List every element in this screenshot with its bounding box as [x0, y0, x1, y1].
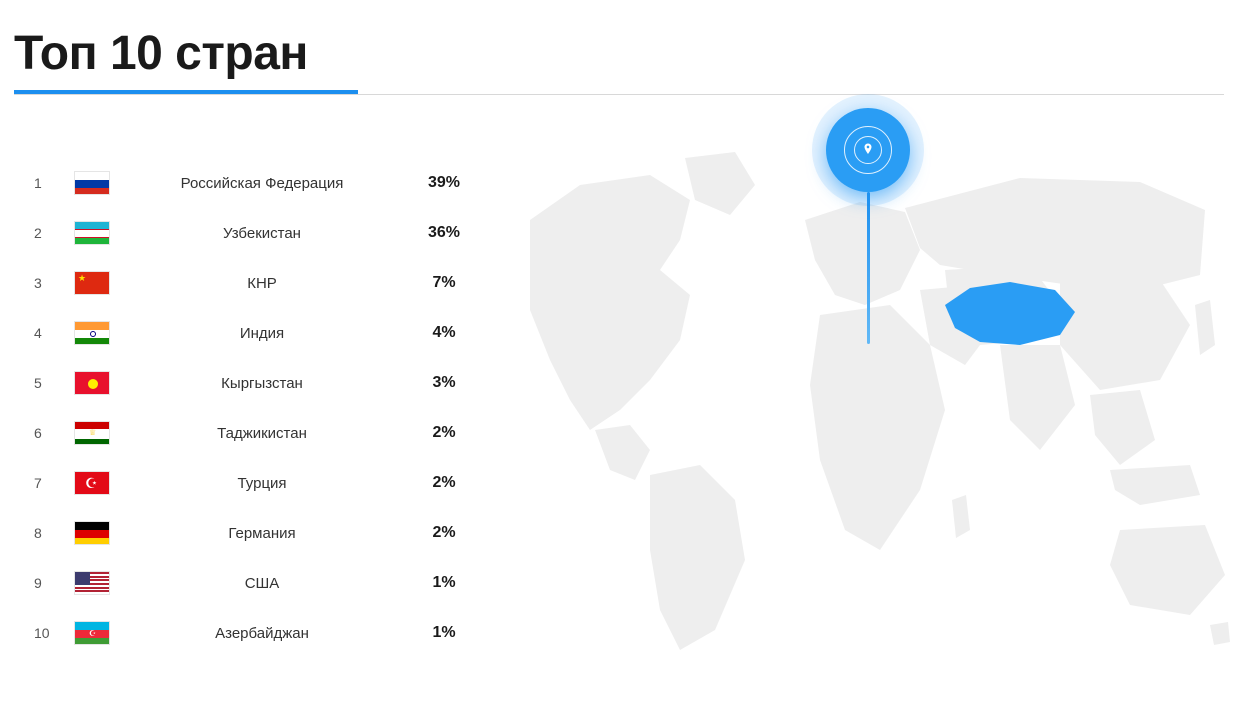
country-rank: 7	[34, 475, 62, 491]
country-row: 1 Российская Федерация39%	[34, 158, 474, 208]
flag-icon: ☪	[74, 471, 110, 495]
country-percent: 36%	[414, 224, 474, 242]
country-row: 3 ★КНР7%	[34, 258, 474, 308]
title-underline	[14, 94, 1224, 95]
country-row: 10 ☪Азербайджан1%	[34, 608, 474, 658]
country-name: Узбекистан	[110, 225, 414, 242]
country-percent: 1%	[414, 574, 474, 592]
flag-icon	[74, 371, 110, 395]
country-name: КНР	[110, 275, 414, 292]
country-percent: 1%	[414, 624, 474, 642]
country-name: Кыргызстан	[110, 375, 414, 392]
flag-icon	[74, 571, 110, 595]
country-name: США	[110, 575, 414, 592]
country-rank: 8	[34, 525, 62, 541]
map-marker	[826, 108, 910, 192]
country-rank: 2	[34, 225, 62, 241]
country-percent: 3%	[414, 374, 474, 392]
country-rank: 5	[34, 375, 62, 391]
country-percent: 7%	[414, 274, 474, 292]
country-name: Турция	[110, 475, 414, 492]
country-row: 5 Кыргызстан3%	[34, 358, 474, 408]
country-list: 1 Российская Федерация39% 2 Узбекистан36% 3 ★…	[34, 158, 474, 658]
country-row: 2 Узбекистан36%	[34, 208, 474, 258]
flag-icon	[74, 521, 110, 545]
country-percent: 2%	[414, 474, 474, 492]
flag-icon	[74, 321, 110, 345]
flag-icon: ♕	[74, 421, 110, 445]
location-icon	[861, 142, 875, 156]
country-percent: 2%	[414, 524, 474, 542]
country-rank: 4	[34, 325, 62, 341]
title-underline-accent	[14, 90, 358, 94]
country-row: 6 ♕Таджикистан2%	[34, 408, 474, 458]
country-row: 9 США1%	[34, 558, 474, 608]
country-name: Российская Федерация	[110, 175, 414, 192]
country-percent: 4%	[414, 324, 474, 342]
map-marker-stem	[867, 192, 870, 344]
country-name: Германия	[110, 525, 414, 542]
country-name: Азербайджан	[110, 625, 414, 642]
country-rank: 6	[34, 425, 62, 441]
flag-icon	[74, 221, 110, 245]
country-percent: 39%	[414, 174, 474, 192]
country-rank: 9	[34, 575, 62, 591]
country-rank: 1	[34, 175, 62, 191]
flag-icon: ☪	[74, 621, 110, 645]
flag-icon: ★	[74, 271, 110, 295]
country-rank: 10	[34, 625, 62, 641]
country-percent: 2%	[414, 424, 474, 442]
country-name: Таджикистан	[110, 425, 414, 442]
country-row: 4 Индия4%	[34, 308, 474, 358]
country-name: Индия	[110, 325, 414, 342]
country-rank: 3	[34, 275, 62, 291]
country-row: 8 Германия2%	[34, 508, 474, 558]
country-row: 7 ☪Турция2%	[34, 458, 474, 508]
page-title: Топ 10 стран	[14, 26, 308, 81]
flag-icon	[74, 171, 110, 195]
